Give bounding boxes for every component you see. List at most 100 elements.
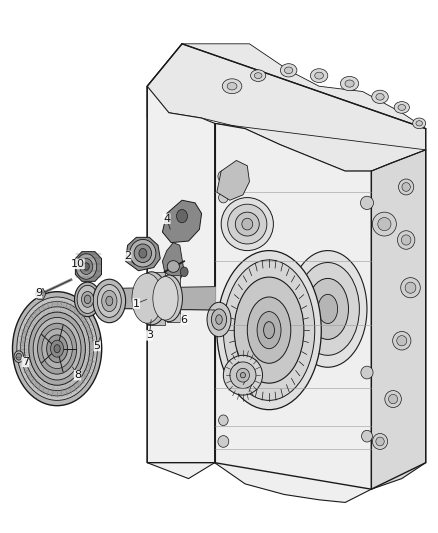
Ellipse shape <box>81 292 94 308</box>
Ellipse shape <box>385 391 401 408</box>
Ellipse shape <box>223 260 315 400</box>
Ellipse shape <box>47 335 67 362</box>
Ellipse shape <box>33 317 81 380</box>
Ellipse shape <box>296 263 359 356</box>
Ellipse shape <box>167 261 180 272</box>
Ellipse shape <box>392 332 411 350</box>
Ellipse shape <box>74 282 101 317</box>
Ellipse shape <box>54 345 60 353</box>
Ellipse shape <box>21 302 94 396</box>
Ellipse shape <box>83 263 89 270</box>
Ellipse shape <box>289 251 367 367</box>
Ellipse shape <box>234 277 304 383</box>
Ellipse shape <box>177 209 187 223</box>
Ellipse shape <box>311 69 328 83</box>
Ellipse shape <box>254 72 262 78</box>
Ellipse shape <box>106 296 113 306</box>
Ellipse shape <box>376 93 384 100</box>
Polygon shape <box>148 272 165 325</box>
Ellipse shape <box>17 297 97 400</box>
Text: 8: 8 <box>74 370 81 380</box>
Ellipse shape <box>222 79 242 94</box>
Text: 5: 5 <box>94 341 101 351</box>
Ellipse shape <box>235 212 259 236</box>
Ellipse shape <box>397 231 415 249</box>
Ellipse shape <box>401 235 411 245</box>
Ellipse shape <box>405 282 416 293</box>
Ellipse shape <box>402 183 410 191</box>
Ellipse shape <box>416 120 423 126</box>
Ellipse shape <box>93 279 126 322</box>
Ellipse shape <box>378 217 391 231</box>
Ellipse shape <box>227 83 237 90</box>
Ellipse shape <box>315 72 323 79</box>
Ellipse shape <box>413 118 426 128</box>
Text: 4: 4 <box>163 214 170 224</box>
Ellipse shape <box>42 329 72 368</box>
Ellipse shape <box>345 80 354 87</box>
Ellipse shape <box>14 351 24 362</box>
Polygon shape <box>215 123 371 503</box>
Ellipse shape <box>251 70 266 82</box>
Ellipse shape <box>372 90 389 103</box>
Text: 3: 3 <box>146 330 153 341</box>
Ellipse shape <box>139 248 147 258</box>
Ellipse shape <box>361 430 372 442</box>
Ellipse shape <box>240 373 246 378</box>
Polygon shape <box>75 252 102 281</box>
Ellipse shape <box>135 272 168 325</box>
Polygon shape <box>35 288 46 300</box>
Ellipse shape <box>340 76 359 91</box>
Ellipse shape <box>257 312 281 349</box>
Ellipse shape <box>25 307 90 391</box>
Ellipse shape <box>217 251 321 410</box>
Ellipse shape <box>134 244 152 263</box>
Ellipse shape <box>376 437 384 446</box>
Polygon shape <box>217 160 250 200</box>
Text: 6: 6 <box>181 314 187 325</box>
Text: 2: 2 <box>124 251 131 261</box>
Ellipse shape <box>397 336 407 346</box>
Ellipse shape <box>237 368 250 382</box>
Ellipse shape <box>29 312 85 385</box>
Ellipse shape <box>13 292 102 406</box>
Polygon shape <box>162 200 201 243</box>
Ellipse shape <box>372 212 396 236</box>
Ellipse shape <box>38 323 77 374</box>
Ellipse shape <box>132 273 162 323</box>
Ellipse shape <box>219 415 228 425</box>
Ellipse shape <box>372 433 388 449</box>
Ellipse shape <box>242 218 253 230</box>
Polygon shape <box>147 44 426 171</box>
Ellipse shape <box>361 366 373 379</box>
Polygon shape <box>162 243 184 280</box>
Text: 10: 10 <box>71 259 85 269</box>
Ellipse shape <box>207 302 231 337</box>
Ellipse shape <box>84 295 91 304</box>
Ellipse shape <box>218 435 229 447</box>
Ellipse shape <box>97 285 121 317</box>
Ellipse shape <box>80 259 93 274</box>
Ellipse shape <box>389 394 398 403</box>
Ellipse shape <box>180 267 188 277</box>
Ellipse shape <box>398 104 406 110</box>
Ellipse shape <box>360 196 374 209</box>
Ellipse shape <box>221 198 273 251</box>
Polygon shape <box>167 275 180 321</box>
Ellipse shape <box>280 63 297 77</box>
Ellipse shape <box>228 204 267 244</box>
Ellipse shape <box>247 297 291 364</box>
Ellipse shape <box>155 275 183 321</box>
Ellipse shape <box>16 353 21 360</box>
Ellipse shape <box>223 356 262 395</box>
Ellipse shape <box>102 290 117 312</box>
Ellipse shape <box>50 340 64 357</box>
Ellipse shape <box>153 277 178 320</box>
Ellipse shape <box>219 192 228 203</box>
Ellipse shape <box>212 309 226 330</box>
Ellipse shape <box>307 278 349 340</box>
Ellipse shape <box>216 315 222 324</box>
Text: 9: 9 <box>35 288 42 298</box>
Polygon shape <box>125 237 160 271</box>
Ellipse shape <box>401 278 420 298</box>
